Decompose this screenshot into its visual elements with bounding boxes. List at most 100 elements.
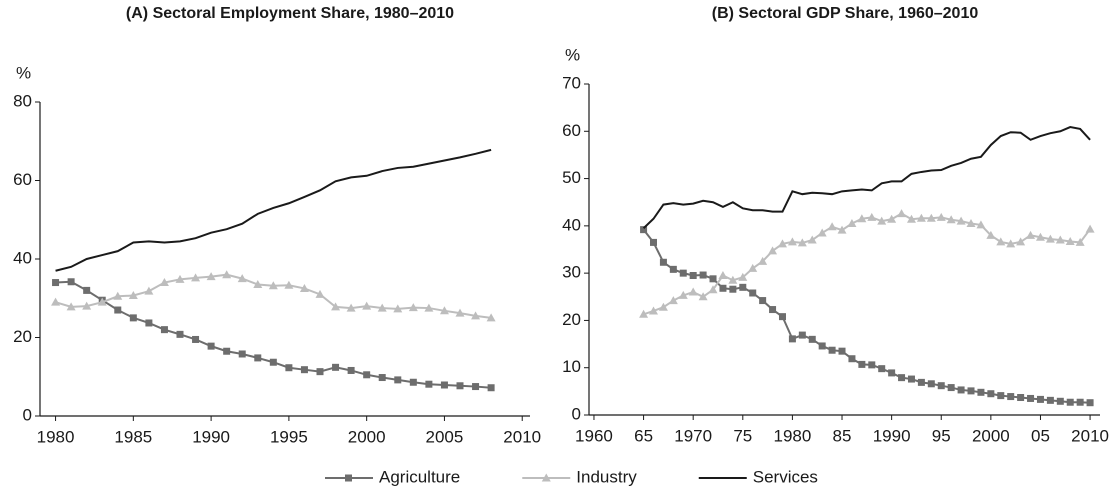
marker bbox=[472, 383, 480, 391]
marker bbox=[409, 378, 417, 386]
marker bbox=[678, 290, 688, 299]
marker bbox=[128, 291, 138, 300]
marker bbox=[1016, 237, 1026, 246]
x-tick-label: 1970 bbox=[674, 426, 712, 445]
marker bbox=[818, 342, 826, 350]
marker bbox=[114, 306, 122, 314]
marker bbox=[175, 274, 185, 283]
marker bbox=[868, 361, 876, 369]
marker bbox=[916, 213, 926, 222]
marker bbox=[1076, 398, 1084, 406]
marker bbox=[207, 342, 215, 350]
marker bbox=[807, 235, 817, 244]
marker bbox=[669, 265, 677, 273]
marker bbox=[709, 275, 717, 283]
marker bbox=[347, 366, 355, 374]
marker bbox=[788, 335, 796, 343]
marker bbox=[1035, 232, 1045, 241]
marker bbox=[331, 302, 341, 311]
marker bbox=[1017, 394, 1025, 402]
marker bbox=[828, 346, 836, 354]
marker bbox=[977, 388, 985, 396]
x-tick-label: 2000 bbox=[972, 426, 1010, 445]
marker bbox=[748, 263, 758, 272]
marker bbox=[946, 215, 956, 224]
marker bbox=[887, 214, 897, 223]
marker bbox=[728, 275, 738, 284]
marker bbox=[332, 363, 340, 371]
marker bbox=[97, 297, 107, 306]
marker bbox=[648, 306, 658, 315]
marker bbox=[176, 330, 184, 338]
marker bbox=[708, 285, 718, 294]
marker bbox=[455, 308, 465, 317]
marker bbox=[956, 216, 966, 225]
x-tick-label: 75 bbox=[733, 426, 752, 445]
marker bbox=[758, 256, 768, 265]
marker bbox=[649, 238, 657, 246]
x-tick-label: 1990 bbox=[873, 426, 911, 445]
marker bbox=[83, 286, 91, 294]
x-tick-label: 1980 bbox=[37, 427, 75, 446]
marker bbox=[688, 287, 698, 296]
marker bbox=[191, 273, 201, 282]
marker bbox=[906, 214, 916, 223]
marker bbox=[698, 292, 708, 301]
legend-label: Agriculture bbox=[379, 467, 460, 486]
marker bbox=[996, 237, 1006, 246]
marker bbox=[917, 378, 925, 386]
marker bbox=[907, 375, 915, 383]
marker bbox=[1086, 399, 1094, 407]
marker bbox=[838, 347, 846, 355]
marker bbox=[51, 297, 61, 306]
marker bbox=[113, 291, 123, 300]
marker bbox=[408, 303, 418, 312]
y-axis-label: % bbox=[16, 63, 31, 82]
marker bbox=[848, 355, 856, 363]
marker bbox=[947, 384, 955, 392]
marker bbox=[425, 380, 433, 388]
marker bbox=[378, 374, 386, 382]
marker bbox=[699, 271, 707, 279]
marker bbox=[997, 392, 1005, 400]
y-tick-label: 10 bbox=[562, 357, 581, 376]
marker bbox=[1036, 395, 1044, 403]
marker bbox=[393, 304, 403, 313]
marker bbox=[937, 382, 945, 390]
marker bbox=[798, 331, 806, 339]
marker bbox=[640, 226, 648, 234]
marker bbox=[719, 284, 727, 292]
y-tick-label: 70 bbox=[562, 73, 581, 92]
marker bbox=[237, 274, 247, 283]
marker bbox=[222, 270, 232, 279]
marker bbox=[658, 302, 668, 311]
marker bbox=[238, 350, 246, 358]
marker bbox=[936, 212, 946, 221]
marker bbox=[1046, 396, 1054, 404]
marker bbox=[888, 369, 896, 377]
marker bbox=[129, 314, 137, 322]
marker bbox=[456, 382, 464, 390]
marker bbox=[1066, 398, 1074, 406]
x-tick-label: 1960 bbox=[575, 426, 613, 445]
marker bbox=[729, 285, 737, 293]
marker bbox=[668, 296, 678, 305]
marker bbox=[679, 269, 687, 277]
marker bbox=[847, 218, 857, 227]
marker bbox=[284, 280, 294, 289]
marker bbox=[817, 228, 827, 237]
x-tick-label: 1985 bbox=[114, 427, 152, 446]
marker bbox=[787, 237, 797, 246]
marker bbox=[777, 239, 787, 248]
marker bbox=[300, 366, 308, 374]
marker bbox=[299, 283, 309, 292]
marker bbox=[159, 278, 169, 287]
marker bbox=[67, 278, 75, 286]
marker bbox=[639, 309, 649, 318]
marker bbox=[316, 368, 324, 376]
marker bbox=[927, 380, 935, 388]
marker bbox=[377, 303, 387, 312]
y-tick-label: 0 bbox=[23, 405, 32, 424]
